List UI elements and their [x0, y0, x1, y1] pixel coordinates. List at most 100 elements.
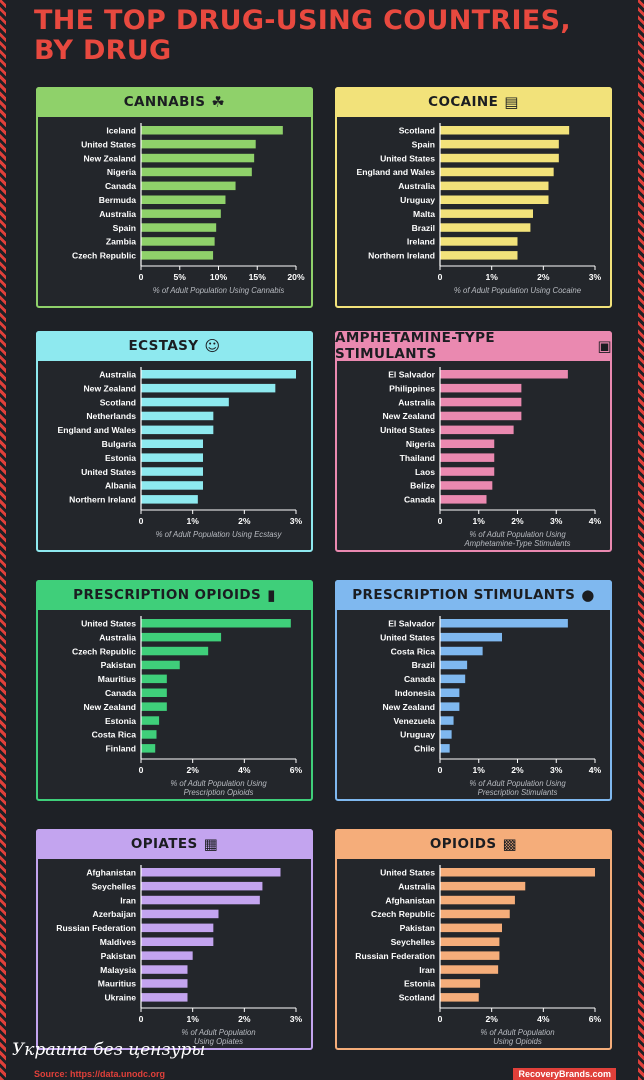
bar: [440, 370, 568, 379]
bar: [141, 181, 236, 191]
chart-header: CANNABIS ☘: [36, 87, 313, 117]
x-tick-label: 0: [139, 516, 144, 526]
category-label: Russian Federation: [355, 951, 435, 961]
category-label: Canada: [105, 688, 136, 698]
x-tick-label: 1%: [485, 272, 498, 282]
x-tick-label: 3%: [290, 1014, 303, 1024]
bar: [440, 632, 502, 642]
chart-header: AMPHETAMINE-TYPE STIMULANTS ▣: [335, 330, 612, 362]
opiates-icon: ▦: [203, 834, 219, 853]
category-label: Laos: [415, 467, 435, 477]
right-border-stripe: [638, 0, 644, 1080]
bar: [141, 895, 260, 905]
bar: [440, 923, 502, 933]
bar-chart: El Salvador Philippines Australia New Zeala…: [380, 367, 602, 548]
chart-title: PRESCRIPTION OPIOIDS: [73, 587, 262, 603]
category-label: El Salvador: [388, 370, 435, 380]
x-tick-label: 2%: [186, 765, 199, 775]
bar: [440, 730, 452, 739]
bar: [141, 632, 222, 642]
bar: [141, 383, 276, 393]
bar: [440, 251, 518, 260]
x-axis-title: % of Adult Population: [181, 1028, 255, 1037]
category-label: Zambia: [106, 237, 136, 247]
bar: [440, 951, 500, 960]
title-line-2: BY DRUG: [34, 35, 172, 66]
chart-header: PRESCRIPTION STIMULANTS ●: [335, 580, 612, 610]
chart-title: AMPHETAMINE-TYPE STIMULANTS: [335, 330, 496, 362]
source-text: Source: https://data.unodc.org: [34, 1069, 166, 1079]
bar-chart: United States Australia Czech Republic Paki…: [72, 616, 303, 797]
category-label: Venezuela: [393, 716, 435, 726]
category-label: Azerbaijan: [93, 909, 136, 919]
x-tick-label: 2%: [485, 1014, 498, 1024]
category-label: New Zealand: [83, 702, 136, 712]
bar: [440, 167, 554, 177]
amphetamine-icon: ▣: [597, 336, 612, 355]
chart-panel-prescription-opioids: PRESCRIPTION OPIOIDS ▮ United States Austra…: [36, 580, 313, 801]
left-border-stripe: [0, 0, 6, 1080]
bar: [141, 411, 214, 421]
x-tick-label: 0: [438, 1014, 443, 1024]
bar: [440, 195, 549, 204]
x-axis-title: Using Opiates: [194, 1037, 243, 1046]
category-label: Netherlands: [86, 411, 136, 421]
x-tick-label: 2%: [238, 516, 251, 526]
category-label: United States: [81, 139, 136, 149]
bar: [141, 965, 188, 974]
smiley-icon: ☺: [204, 336, 221, 355]
category-label: Malaysia: [100, 965, 136, 975]
category-label: Australia: [99, 370, 136, 380]
bar: [141, 993, 188, 1002]
x-tick-label: 0: [438, 765, 443, 775]
chart-panel-amphetamine-type-stimulants: AMPHETAMINE-TYPE STIMULANTS ▣ El Salvador P…: [335, 330, 612, 552]
bar: [141, 702, 167, 711]
category-label: Russian Federation: [56, 923, 136, 933]
x-axis-title: % of Adult Population Using Cocaine: [454, 286, 582, 295]
bar: [440, 744, 450, 753]
chart-header: ECSTASY ☺: [36, 331, 313, 361]
bar: [440, 209, 533, 218]
category-label: Seychelles: [92, 881, 137, 891]
category-label: Mauritius: [98, 979, 136, 989]
bar: [141, 167, 252, 177]
x-tick-label: 6%: [290, 765, 303, 775]
category-label: Pakistan: [101, 951, 136, 961]
bar: [440, 965, 499, 974]
category-label: Brazil: [412, 223, 435, 233]
bar: [141, 195, 226, 204]
category-label: Pakistan: [101, 660, 136, 670]
bar: [141, 951, 193, 960]
pills-icon: ●: [581, 585, 595, 604]
bar: [440, 868, 595, 877]
category-label: Chile: [414, 744, 435, 754]
x-tick-label: 3%: [550, 765, 563, 775]
bar: [141, 251, 214, 260]
category-label: Czech Republic: [371, 909, 435, 919]
category-label: Pakistan: [400, 923, 435, 933]
bar: [440, 153, 559, 163]
bar: [141, 153, 255, 163]
title-line-1: THE TOP DRUG-USING COUNTRIES,: [34, 5, 571, 36]
x-tick-label: 2%: [537, 272, 550, 282]
category-label: Australia: [398, 881, 435, 891]
bar: [440, 993, 479, 1002]
category-label: United States: [81, 619, 136, 629]
x-tick-label: 1%: [473, 765, 486, 775]
x-tick-label: 6%: [589, 1014, 602, 1024]
bar-chart: Iceland United States New Zealand Nigeria Ca…: [72, 123, 305, 295]
category-label: Ukraine: [104, 993, 136, 1003]
bar: [141, 646, 209, 656]
category-label: Costa Rica: [92, 730, 137, 740]
category-label: New Zealand: [382, 411, 435, 421]
opioids-icon: ▩: [502, 834, 518, 853]
category-label: Afghanistan: [86, 868, 136, 878]
chart-title: PRESCRIPTION STIMULANTS: [352, 587, 576, 603]
chart-title: ECSTASY: [128, 338, 199, 354]
chart-panel-prescription-stimulants: PRESCRIPTION STIMULANTS ● El Salvador Unite…: [335, 580, 612, 801]
x-axis-title: % of Adult Population Using: [170, 779, 267, 788]
category-label: Nigeria: [107, 167, 136, 177]
x-tick-label: 0: [139, 1014, 144, 1024]
x-axis-title: % of Adult Population Using Ecstasy: [156, 530, 283, 539]
